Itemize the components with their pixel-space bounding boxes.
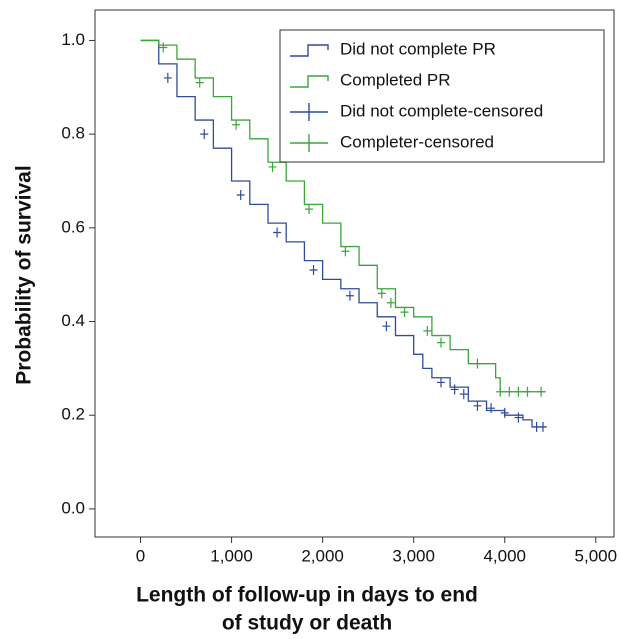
censor-mark <box>537 386 546 397</box>
survival-line <box>140 39 546 428</box>
censor-mark <box>304 204 313 215</box>
x-tick-label: 5,000 <box>575 546 618 565</box>
censor-mark <box>505 386 514 397</box>
censor-mark <box>450 384 459 395</box>
x-tick-label: 1,000 <box>210 546 253 565</box>
censor-mark <box>423 325 432 336</box>
y-tick-label: 0.2 <box>61 405 85 424</box>
censor-mark <box>514 412 523 423</box>
legend-label: Did not complete-censored <box>340 101 543 120</box>
plot-frame <box>94 9 615 538</box>
censor-mark <box>437 377 445 388</box>
legend-symbol <box>290 75 329 88</box>
censor-mark <box>200 129 209 140</box>
x-axis-title: of study or death <box>222 612 392 635</box>
censor-mark <box>232 119 241 130</box>
censor-mark <box>163 72 172 83</box>
y-axis-title: Probability of survival <box>13 165 36 384</box>
legend-symbol <box>290 44 329 57</box>
censor-mark <box>473 358 482 369</box>
censor-mark <box>341 246 350 257</box>
censor-mark <box>273 227 282 238</box>
y-tick-label: 0.8 <box>61 124 85 143</box>
y-tick-label: 0.6 <box>61 217 85 236</box>
legend-symbol <box>290 134 328 152</box>
x-tick-label: 3,000 <box>392 546 435 565</box>
censor-mark <box>309 264 318 275</box>
x-axis-title: Length of follow-up in days to end <box>136 584 478 607</box>
censor-mark <box>195 77 204 88</box>
x-tick-label: 4,000 <box>483 546 526 565</box>
y-tick-label: 0.4 <box>61 311 85 330</box>
censor-mark <box>377 288 386 299</box>
legend-label: Did not complete PR <box>340 39 496 58</box>
legend-box <box>279 29 605 163</box>
censor-mark <box>487 403 496 414</box>
censor-mark <box>386 297 395 308</box>
y-tick-label: 0.0 <box>61 498 85 517</box>
censor-mark <box>459 389 468 400</box>
censor-mark <box>268 161 277 172</box>
censor-mark <box>400 307 409 318</box>
x-tick-label: 2,000 <box>301 546 344 565</box>
censor-mark <box>496 386 505 397</box>
censor-mark <box>514 386 523 397</box>
censor-mark <box>437 337 445 348</box>
censor-mark <box>236 190 245 201</box>
legend-symbol <box>290 103 328 121</box>
censor-mark <box>345 290 354 301</box>
censor-mark <box>500 407 509 418</box>
survival-line <box>140 39 546 393</box>
y-tick-label: 1.0 <box>61 30 85 49</box>
censor-mark <box>382 321 391 332</box>
censor-mark <box>159 42 168 53</box>
legend-label: Completed PR <box>340 70 451 89</box>
censor-mark <box>523 386 532 397</box>
legend-label: Completer-censored <box>340 132 494 151</box>
censor-mark <box>473 400 482 411</box>
x-tick-label: 0 <box>136 546 145 565</box>
censor-mark <box>538 421 547 432</box>
